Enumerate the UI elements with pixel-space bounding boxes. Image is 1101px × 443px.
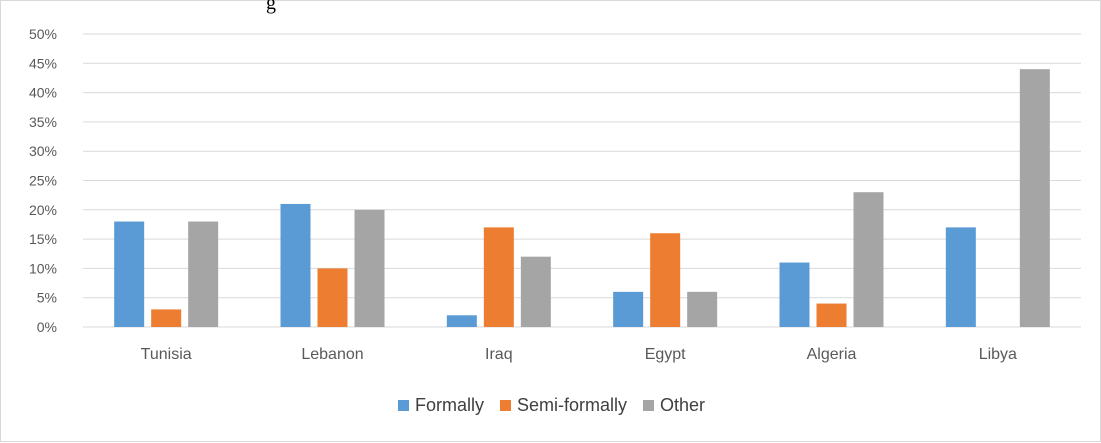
legend-label: Formally <box>414 395 484 415</box>
bar <box>483 227 514 327</box>
y-tick-label: 10% <box>29 260 57 276</box>
bar <box>151 309 182 327</box>
y-tick-label: 0% <box>37 319 57 335</box>
y-tick-label: 30% <box>29 143 57 159</box>
x-tick-label: Tunisia <box>141 346 192 363</box>
legend-swatch <box>397 400 409 411</box>
legend-swatch <box>643 400 654 411</box>
y-tick-label: 50% <box>29 26 57 42</box>
y-tick-label: 5% <box>37 290 57 306</box>
y-tick-label: 20% <box>29 202 57 218</box>
x-tick-label: Libya <box>979 346 1017 363</box>
bar <box>446 315 477 327</box>
x-tick-label: Iraq <box>485 346 513 363</box>
bar <box>520 256 551 327</box>
bar <box>188 221 219 327</box>
x-tick-label: Egypt <box>645 346 686 363</box>
bar <box>650 233 681 327</box>
bar <box>779 262 810 327</box>
bar <box>280 203 311 327</box>
y-tick-label: 35% <box>29 114 57 130</box>
bar <box>613 291 644 327</box>
legend-label: Semi-formally <box>516 395 627 415</box>
legend-label: Other <box>660 395 706 415</box>
y-tick-label: 45% <box>29 55 57 71</box>
bar <box>1019 69 1050 327</box>
bar <box>687 291 718 327</box>
bar <box>317 268 348 327</box>
bar <box>354 209 385 327</box>
bar <box>853 192 884 327</box>
bar <box>945 227 976 327</box>
legend-item: Semi-formally <box>499 395 627 416</box>
y-tick-label: 25% <box>29 173 57 189</box>
y-tick-label: 15% <box>29 231 57 247</box>
legend-item: Formally <box>397 395 484 416</box>
bar <box>114 221 145 327</box>
chart-legend: Formally Semi-formally Other <box>1 395 1101 416</box>
x-tick-label: Algeria <box>807 346 857 363</box>
legend-swatch <box>499 400 511 411</box>
chart-title-fragment: g <box>266 0 276 14</box>
bar <box>816 303 847 327</box>
y-tick-label: 40% <box>29 85 57 101</box>
legend-item: Other <box>643 395 705 416</box>
x-tick-label: Lebanon <box>301 346 363 363</box>
